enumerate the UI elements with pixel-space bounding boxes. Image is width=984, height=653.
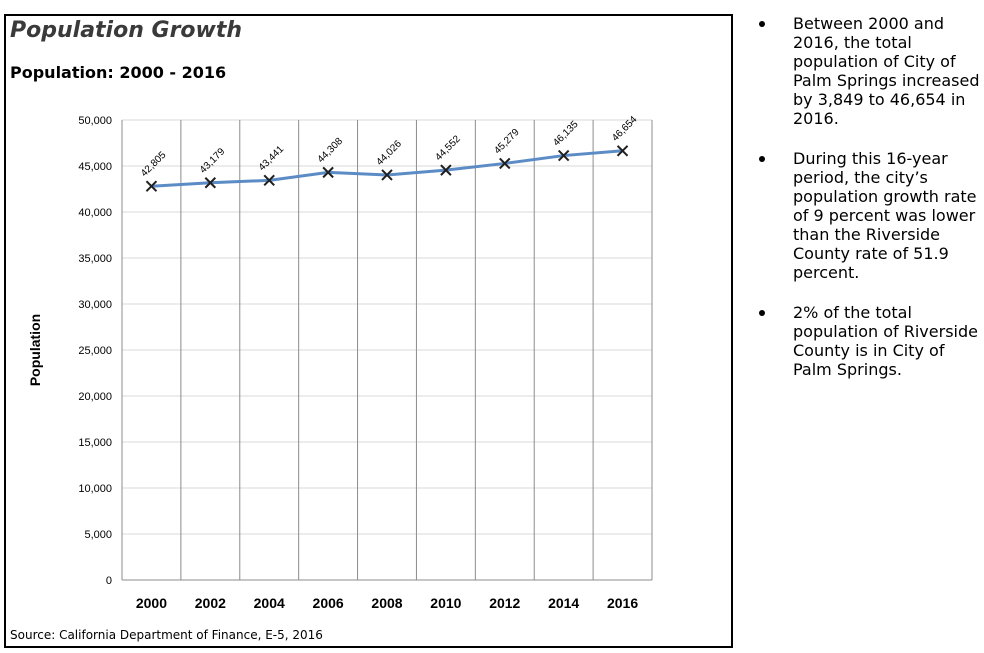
data-point-marker — [322, 166, 334, 179]
bullet-dot-icon — [759, 21, 765, 27]
data-point-marker — [381, 169, 393, 181]
bullet-item: Between 2000 and 2016, the total populat… — [757, 14, 982, 128]
y-axis-title: Population — [27, 314, 43, 386]
data-label: 44,308 — [316, 136, 346, 166]
x-tick-label: 2000 — [136, 595, 167, 611]
y-tick-label: 50,000 — [78, 115, 112, 127]
data-point-marker — [616, 145, 629, 157]
x-tick-label: 2008 — [371, 595, 402, 611]
bullet-text: During this 16-year period, the city’s p… — [793, 149, 977, 282]
bullet-dot-icon — [759, 310, 765, 316]
chart-subtitle: Population: 2000 - 2016 — [10, 63, 227, 82]
data-point-marker — [557, 149, 570, 162]
source-note: Source: California Department of Finance… — [10, 628, 323, 642]
data-point-marker — [204, 177, 217, 189]
page-title: Population Growth — [10, 18, 243, 43]
population-line-chart: 0 5,000 10,000 15,000 20,000 25,000 30,000 35,0… — [27, 114, 653, 611]
data-point-marker — [440, 164, 452, 176]
y-tick-label: 30,000 — [78, 299, 112, 311]
x-tick-label: 2004 — [254, 595, 285, 611]
data-label: 45,279 — [492, 127, 522, 157]
y-tick-label: 5,000 — [84, 529, 112, 541]
y-tick-label: 25,000 — [78, 345, 112, 357]
x-tick-label: 2016 — [607, 595, 638, 611]
y-tick-label: 10,000 — [78, 483, 112, 495]
data-label: 42,805 — [139, 149, 169, 179]
x-tick-label: 2010 — [430, 595, 461, 611]
data-label: 43,179 — [198, 146, 228, 176]
x-tick-label: 2012 — [489, 595, 520, 611]
y-tick-label: 45,000 — [78, 161, 112, 173]
chart-panel — [4, 14, 733, 648]
x-tick-label: 2014 — [548, 595, 579, 611]
bullet-item: 2% of the total population of Riverside … — [757, 303, 982, 379]
data-label: 44,026 — [375, 138, 405, 168]
y-tick-label: 15,000 — [78, 437, 112, 449]
y-tick-label: 40,000 — [78, 207, 112, 219]
y-tick-label: 20,000 — [78, 391, 112, 403]
data-label: 43,441 — [257, 144, 287, 174]
y-tick-label: 35,000 — [78, 253, 112, 265]
x-tick-label: 2002 — [195, 595, 226, 611]
y-tick-label: 0 — [106, 575, 112, 587]
data-label: 44,552 — [433, 133, 463, 163]
data-point-marker — [263, 174, 275, 187]
data-label: 46,654 — [610, 114, 640, 144]
bullet-dot-icon — [759, 156, 765, 162]
bullet-item: During this 16-year period, the city’s p… — [757, 149, 982, 282]
data-point-marker — [499, 157, 511, 170]
data-point-marker — [145, 180, 158, 192]
bullet-list: Between 2000 and 2016, the total populat… — [757, 14, 982, 400]
data-label: 46,135 — [551, 119, 581, 149]
bullet-text: Between 2000 and 2016, the total populat… — [793, 14, 980, 128]
bullet-text: 2% of the total population of Riverside … — [793, 303, 978, 379]
x-tick-label: 2006 — [313, 595, 344, 611]
